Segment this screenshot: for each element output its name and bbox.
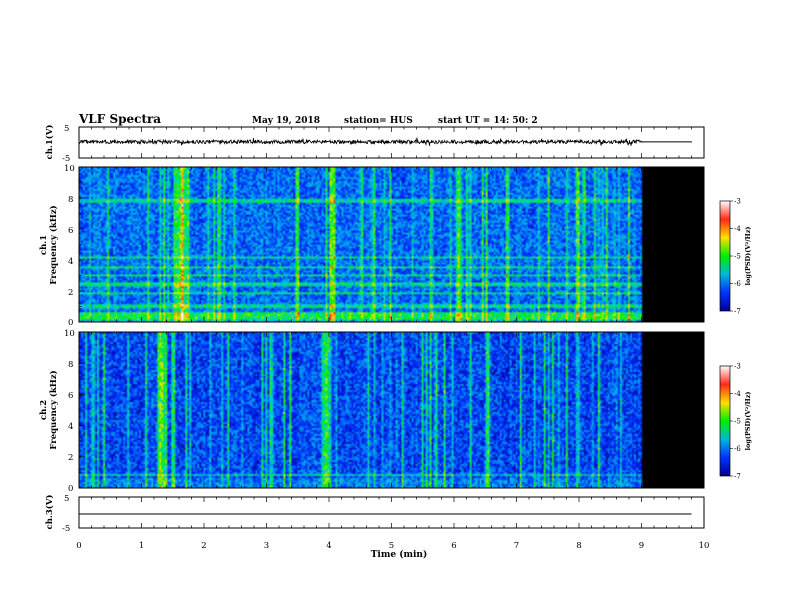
x-tick-label-3: 3	[264, 541, 269, 551]
x-tick-label-7: 7	[514, 541, 519, 551]
ch2-spectrogram-ylabel-channel: ch.2	[39, 400, 49, 420]
ch3-waveform-ylabel: ch.3(V)	[44, 495, 55, 530]
ch1-waveform-panel: 5 -5 ch.1(V)	[44, 124, 705, 164]
ch1-spec-ytick-10: 10	[64, 164, 75, 174]
ch2-spec-ytick-4: 4	[68, 422, 73, 432]
ch2-spectrogram-image	[79, 332, 704, 488]
ch1-spectrogram-ticks	[78, 166, 705, 323]
x-axis-label: Time (min)	[371, 549, 428, 560]
colorbar-tick-label: -7	[734, 308, 741, 316]
figure-title: VLF Spectra	[78, 112, 161, 126]
x-tick-label-2: 2	[201, 541, 206, 551]
colorbar-tick-label: -5	[734, 253, 741, 261]
ch2-spec-ytick-2: 2	[68, 453, 73, 463]
ch1-waveform-trace	[78, 137, 692, 147]
colorbar-tick-label: -6	[734, 445, 741, 453]
x-tick-label-6: 6	[451, 541, 456, 551]
ch1-waveform-line	[78, 137, 642, 147]
ch2-spectrogram-ticks	[78, 331, 705, 489]
x-tick-label-4: 4	[326, 541, 331, 551]
ch3-ytick-top: 5	[64, 494, 69, 504]
colorbar-ch2-scale	[719, 365, 731, 477]
ch1-ytick-bottom: -5	[62, 154, 70, 164]
ch1-spectrogram-panel: 10 8 6 4 2 0 ch.1 Frequency (kHz)	[39, 164, 705, 328]
ch3-ytick-bottom: -5	[62, 524, 70, 534]
x-tick-label-0: 0	[76, 541, 81, 551]
ch1-waveform-ylabel: ch.1(V)	[44, 125, 55, 160]
ch2-spec-ytick-8: 8	[68, 360, 73, 370]
x-tick-label-9: 9	[639, 541, 644, 551]
ch2-spec-ytick-6: 6	[68, 391, 73, 401]
ch1-spectrogram-ylabel-frequency: Frequency (kHz)	[48, 205, 59, 284]
ch1-spectrogram-ylabel-channel: ch.1	[39, 235, 49, 255]
ch1-spec-ytick-4: 4	[68, 257, 73, 267]
ch1-spec-ytick-0: 0	[68, 318, 73, 328]
colorbar-ch1: -3 -4 -5 -6 -7 log(PSD)(V²/Hz)	[719, 198, 752, 316]
colorbar-ch2: -3 -4 -5 -6 -7 log(PSD)(V²/Hz)	[719, 363, 752, 481]
colorbar-tick-label: -7	[734, 473, 741, 481]
ch1-spec-ytick-6: 6	[68, 226, 73, 236]
ch2-spec-ytick-0: 0	[68, 484, 73, 494]
x-tick-label-1: 1	[139, 541, 144, 551]
ch1-spec-ytick-2: 2	[68, 288, 73, 298]
colorbar-tick-label: -4	[734, 390, 741, 398]
ch2-spectrogram-panel: 10 8 6 4 2 0 ch.2 Frequency (kHz)	[39, 329, 705, 494]
colorbar-tick-label: -4	[734, 225, 741, 233]
start-time-label: start UT = 14: 50: 2	[438, 116, 538, 126]
ch2-spectrogram-ylabel-frequency: Frequency (kHz)	[48, 370, 59, 449]
colorbar-ch2-label: log(PSD)(V²/Hz)	[744, 392, 752, 451]
colorbar-ch1-scale	[719, 200, 731, 312]
ch1-ytick-top: 5	[64, 124, 69, 134]
ch3-waveform-ticks	[78, 497, 705, 528]
colorbar-tick-label: -6	[734, 280, 741, 288]
x-axis-tick-labels: 0 1 2 3 4 5 6 7 8 9 10	[76, 541, 709, 551]
colorbar-ch1-ticks: -3 -4 -5 -6 -7	[730, 198, 741, 316]
colorbar-ch1-label: log(PSD)(V²/Hz)	[744, 227, 752, 286]
colorbar-tick-label: -3	[734, 198, 741, 206]
ch1-spec-ytick-8: 8	[68, 195, 73, 205]
x-tick-label-10: 10	[699, 541, 710, 551]
x-tick-label-5: 5	[389, 541, 394, 551]
colorbar-tick-label: -5	[734, 418, 741, 426]
colorbar-ch2-ticks: -3 -4 -5 -6 -7	[730, 363, 741, 481]
date-label: May 19, 2018	[252, 116, 320, 126]
ch1-spectrogram-image	[79, 167, 704, 322]
station-label: station= HUS	[344, 116, 413, 126]
ch1-waveform-ticks	[78, 127, 705, 158]
ch3-waveform-panel: 5 -5 ch.3(V)	[44, 494, 705, 534]
colorbar-tick-label: -3	[734, 363, 741, 371]
x-tick-label-8: 8	[576, 541, 581, 551]
ch2-spec-ytick-10: 10	[64, 329, 75, 339]
